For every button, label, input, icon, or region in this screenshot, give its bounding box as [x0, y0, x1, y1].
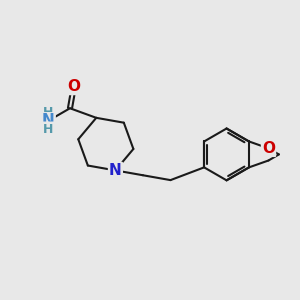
Text: N: N	[109, 163, 122, 178]
Text: N: N	[42, 113, 55, 128]
Text: O: O	[67, 79, 80, 94]
Text: H: H	[43, 122, 53, 136]
Text: O: O	[262, 141, 275, 156]
Text: H: H	[43, 106, 53, 119]
